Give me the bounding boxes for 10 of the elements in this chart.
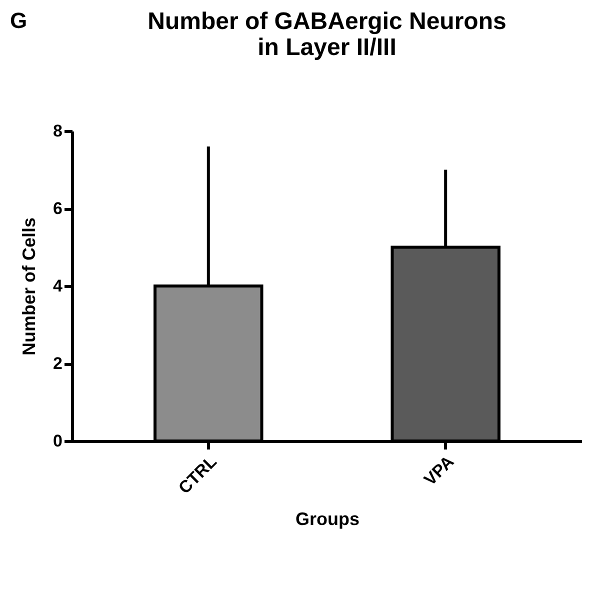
- y-tick-label: 0: [53, 432, 62, 450]
- text: G: [10, 8, 28, 34]
- y-tick-label: 6: [53, 199, 62, 218]
- y-axis-title: Number of Cells: [19, 217, 40, 356]
- y-tick-label: 2: [53, 354, 62, 373]
- chart-title: Number of GABAergic Neurons in Layer II/III: [148, 8, 506, 61]
- x-tick-label: VPA: [420, 452, 458, 490]
- y-tick-label: 8: [53, 122, 62, 140]
- y-tick-label: 4: [53, 276, 64, 296]
- x-axis-title: Groups: [295, 508, 360, 529]
